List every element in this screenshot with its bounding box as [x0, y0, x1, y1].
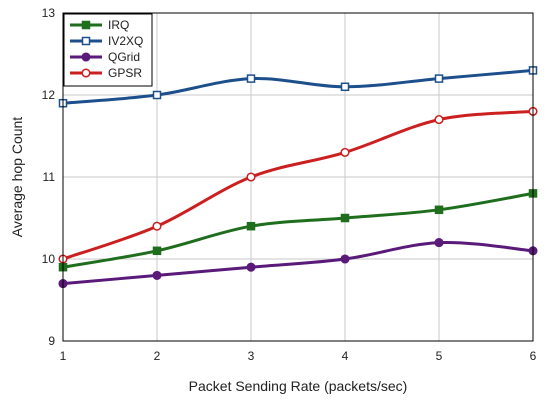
x-tick-labels: 1 2 3 4 5 6	[60, 349, 537, 363]
y-axis-title: Average hop Count	[9, 117, 25, 237]
series-layer	[58, 66, 538, 289]
series-line-iv2xq	[61, 68, 535, 105]
y-tick-label: 13	[42, 6, 56, 20]
data-point-gpsr	[246, 172, 256, 182]
data-point-qgrid	[246, 262, 256, 272]
legend-marker	[81, 68, 91, 78]
legend-marker	[81, 52, 91, 62]
data-point-iv2xq	[434, 74, 444, 83]
series-gpsr	[58, 106, 538, 264]
x-tick-label: 3	[248, 349, 255, 363]
series-qgrid	[58, 238, 538, 289]
legend-marker	[81, 36, 91, 46]
data-point-gpsr	[152, 221, 162, 231]
data-point-gpsr	[434, 115, 444, 125]
legend: IRQ IV2XQ QGrid GPSR	[63, 13, 153, 87]
data-point-qgrid	[152, 270, 162, 280]
x-tick-label: 2	[154, 349, 161, 363]
data-point-gpsr	[340, 147, 350, 157]
legend-item-gpsr: GPSR	[70, 66, 142, 80]
legend-item-irq: IRQ	[70, 18, 129, 32]
data-point-irq	[152, 246, 162, 256]
data-point-iv2xq	[340, 82, 350, 92]
data-point-qgrid	[434, 238, 444, 248]
data-point-iv2xq	[152, 90, 162, 100]
y-tick-label: 9	[48, 334, 55, 348]
y-tick-label: 10	[42, 252, 56, 266]
y-tick-label: 12	[42, 88, 56, 102]
x-axis-title: Packet Sending Rate (packets/sec)	[189, 378, 408, 394]
data-point-irq	[246, 221, 256, 231]
legend-label: IRQ	[108, 18, 129, 32]
series-line-gpsr	[61, 109, 535, 261]
legend-item-iv2xq: IV2XQ	[70, 34, 143, 48]
x-tick-label: 1	[60, 349, 67, 363]
y-tick-label: 11	[43, 170, 56, 184]
legend-item-qgrid: QGrid	[70, 50, 140, 64]
x-tick-label: 5	[436, 349, 443, 363]
plot-frame	[62, 12, 534, 342]
series-line-qgrid	[61, 240, 535, 286]
legend-label: GPSR	[108, 66, 142, 80]
legend-label: QGrid	[108, 50, 140, 64]
data-point-irq	[434, 205, 444, 215]
x-tick-label: 4	[342, 349, 349, 363]
legend-marker	[81, 20, 91, 30]
data-point-irq	[340, 213, 350, 223]
legend-label: IV2XQ	[108, 34, 143, 48]
series-line-irq	[61, 191, 535, 269]
data-point-qgrid	[340, 254, 350, 264]
x-tick-label: 6	[530, 349, 537, 363]
data-point-iv2xq	[246, 74, 256, 83]
y-tick-labels: 9 10 11 12 13	[42, 6, 56, 348]
